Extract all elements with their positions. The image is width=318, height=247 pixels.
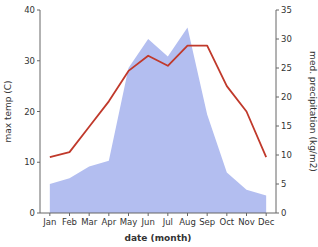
y2-tick-label: 25 bbox=[281, 63, 292, 73]
y-tick-label: 40 bbox=[24, 5, 35, 15]
precipitation-area bbox=[50, 27, 266, 213]
x-tick bbox=[49, 213, 50, 216]
y-tick-label: 30 bbox=[24, 56, 35, 66]
y2-tick bbox=[276, 39, 279, 40]
x-axis-label: date (month) bbox=[125, 233, 192, 243]
y2-tick-label: 30 bbox=[281, 34, 292, 44]
x-tick bbox=[187, 213, 188, 216]
y-tick-label: 0 bbox=[30, 208, 35, 218]
x-tick-label: Feb bbox=[62, 217, 77, 227]
x-tick-label: May bbox=[120, 217, 138, 227]
y-tick-label: 20 bbox=[24, 107, 35, 117]
x-tick-label: Oct bbox=[219, 217, 234, 227]
y2-axis-line bbox=[276, 10, 277, 213]
y2-tick bbox=[276, 97, 279, 98]
y2-tick-label: 20 bbox=[281, 92, 292, 102]
x-tick bbox=[69, 213, 70, 216]
x-tick-label: Dec bbox=[258, 217, 275, 227]
y-axis-label: max temp (C) bbox=[3, 80, 13, 142]
x-tick bbox=[207, 213, 208, 216]
x-tick bbox=[148, 213, 149, 216]
plot-area bbox=[50, 27, 266, 213]
y2-tick-label: 0 bbox=[281, 208, 286, 218]
x-tick-label: Sep bbox=[199, 217, 215, 227]
x-tick bbox=[266, 213, 267, 216]
chart-container: Jan Feb MarApr MayJun Jul AugSep Oct NovDec 0 10 2… bbox=[0, 0, 318, 247]
y-tick bbox=[37, 60, 40, 61]
y2-tick-label: 10 bbox=[281, 150, 292, 160]
x-tick-label: Jun bbox=[141, 217, 155, 227]
y2-tick bbox=[276, 184, 279, 185]
x-tick-label: Jul bbox=[162, 217, 173, 227]
x-tick bbox=[226, 213, 227, 216]
x-tick bbox=[246, 213, 247, 216]
x-axis-line bbox=[40, 213, 276, 214]
y2-tick bbox=[276, 155, 279, 156]
x-tick bbox=[128, 213, 129, 216]
y2-tick bbox=[276, 10, 279, 11]
x-tick bbox=[167, 213, 168, 216]
x-tick-label: Jan bbox=[42, 217, 56, 227]
y2-tick-label: 15 bbox=[281, 121, 292, 131]
y2-tick bbox=[276, 68, 279, 69]
y2-tick bbox=[276, 213, 279, 214]
x-tick-label: Nov bbox=[238, 217, 255, 227]
x-tick-label: Apr bbox=[101, 217, 116, 227]
y-tick-label: 10 bbox=[24, 157, 35, 167]
y2-tick bbox=[276, 126, 279, 127]
y2-axis-label: med. precipitation (kg/m2) bbox=[308, 51, 318, 172]
x-tick bbox=[108, 213, 109, 216]
x-tick-label: Aug bbox=[179, 217, 196, 227]
y-tick bbox=[37, 213, 40, 214]
temperature-line bbox=[50, 46, 266, 158]
y2-tick-label: 5 bbox=[281, 179, 286, 189]
y-tick bbox=[37, 111, 40, 112]
y-tick bbox=[37, 10, 40, 11]
y-tick bbox=[37, 162, 40, 163]
chart: Jan Feb MarApr MayJun Jul AugSep Oct NovDec 0 10 2… bbox=[0, 0, 318, 247]
y2-tick-label: 35 bbox=[281, 5, 292, 15]
x-tick bbox=[89, 213, 90, 216]
x-tick-label: Mar bbox=[81, 217, 98, 227]
